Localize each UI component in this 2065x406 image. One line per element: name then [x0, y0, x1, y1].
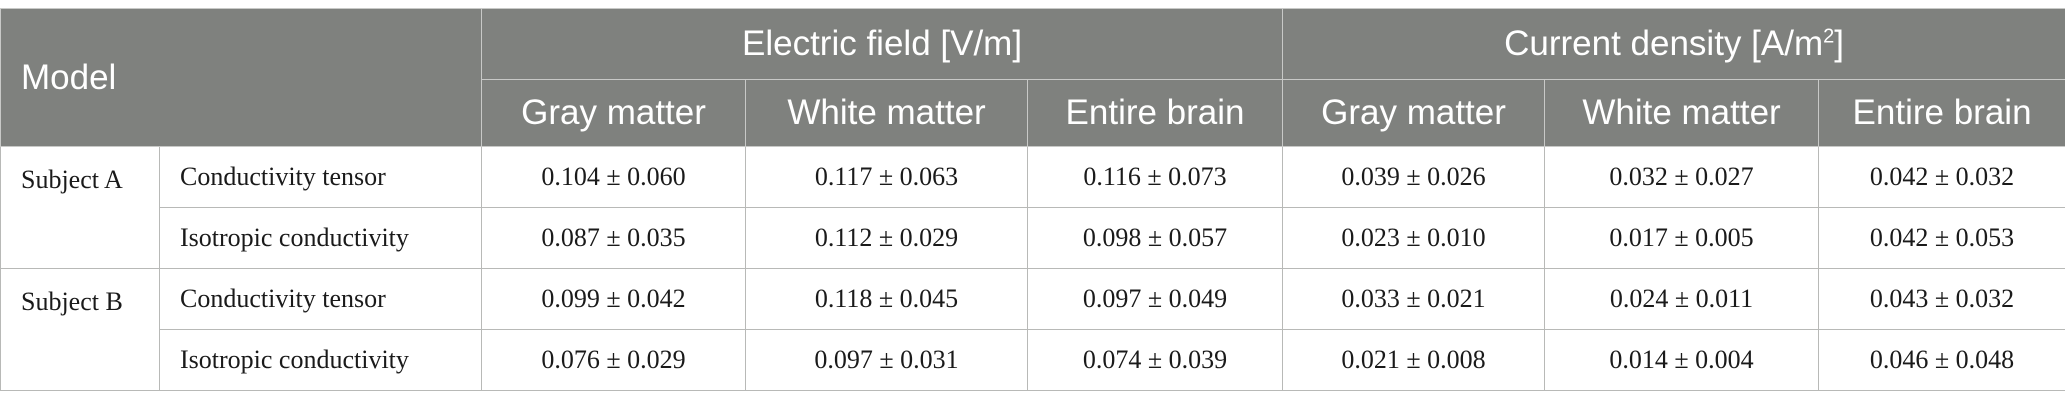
ef-entire-brain-header: Entire brain	[1027, 79, 1284, 147]
value-cell: 0.116 ± 0.073	[1027, 146, 1284, 208]
value-cell: 0.104 ± 0.060	[481, 146, 747, 208]
value-cell: 0.118 ± 0.045	[745, 268, 1029, 330]
value-cell: 0.097 ± 0.049	[1027, 268, 1284, 330]
value-cell: 0.042 ± 0.032	[1818, 146, 2065, 208]
value-cell: 0.117 ± 0.063	[745, 146, 1029, 208]
cd-entire-brain-header: Entire brain	[1818, 79, 2065, 147]
value-cell: 0.024 ± 0.011	[1544, 268, 1820, 330]
value-cell: 0.087 ± 0.035	[481, 207, 747, 269]
table-row: Isotropic conductivity 0.087 ± 0.035 0.1…	[1, 207, 2065, 269]
value-cell: 0.112 ± 0.029	[745, 207, 1029, 269]
value-cell: 0.033 ± 0.021	[1282, 268, 1546, 330]
value-cell: 0.032 ± 0.027	[1544, 146, 1820, 208]
current-density-header: Current density [A/m2]	[1282, 8, 2065, 80]
value-cell: 0.074 ± 0.039	[1027, 329, 1284, 391]
value-cell: 0.017 ± 0.005	[1544, 207, 1820, 269]
value-cell: 0.043 ± 0.032	[1818, 268, 2065, 330]
value-cell: 0.021 ± 0.008	[1282, 329, 1546, 391]
model-header: Model	[0, 8, 483, 147]
ef-white-matter-header: White matter	[745, 79, 1029, 147]
value-cell: 0.046 ± 0.048	[1818, 329, 2065, 391]
value-cell: 0.014 ± 0.004	[1544, 329, 1820, 391]
table-row: Isotropic conductivity 0.076 ± 0.029 0.0…	[1, 329, 2065, 391]
value-cell: 0.023 ± 0.010	[1282, 207, 1546, 269]
value-cell: 0.098 ± 0.057	[1027, 207, 1284, 269]
electric-field-header: Electric field [V/m]	[481, 8, 1284, 80]
value-cell: 0.099 ± 0.042	[481, 268, 747, 330]
current-density-suffix: ]	[1834, 24, 1844, 63]
value-cell: 0.042 ± 0.053	[1818, 207, 2065, 269]
condition-cell: Isotropic conductivity	[158, 329, 483, 391]
condition-cell: Isotropic conductivity	[158, 207, 483, 269]
table-row: Subject A Conductivity tensor 0.104 ± 0.…	[0, 146, 2065, 269]
condition-cell: Conductivity tensor	[158, 146, 483, 208]
current-density-exponent: 2	[1823, 25, 1835, 48]
current-density-label: Current density [A/m	[1504, 24, 1824, 63]
subject-cell: Subject A	[0, 146, 160, 269]
cd-white-matter-header: White matter	[1544, 79, 1820, 147]
value-cell: 0.039 ± 0.026	[1282, 146, 1546, 208]
cd-gray-matter-header: Gray matter	[1282, 79, 1546, 147]
ef-gray-matter-header: Gray matter	[481, 79, 747, 147]
value-cell: 0.076 ± 0.029	[481, 329, 747, 391]
subject-cell: Subject B	[0, 268, 160, 391]
results-table: Model Electric field [V/m] Current densi…	[0, 8, 2065, 391]
table-row: Subject B Conductivity tensor 0.099 ± 0.…	[0, 268, 2065, 391]
value-cell: 0.097 ± 0.031	[745, 329, 1029, 391]
condition-cell: Conductivity tensor	[158, 268, 483, 330]
